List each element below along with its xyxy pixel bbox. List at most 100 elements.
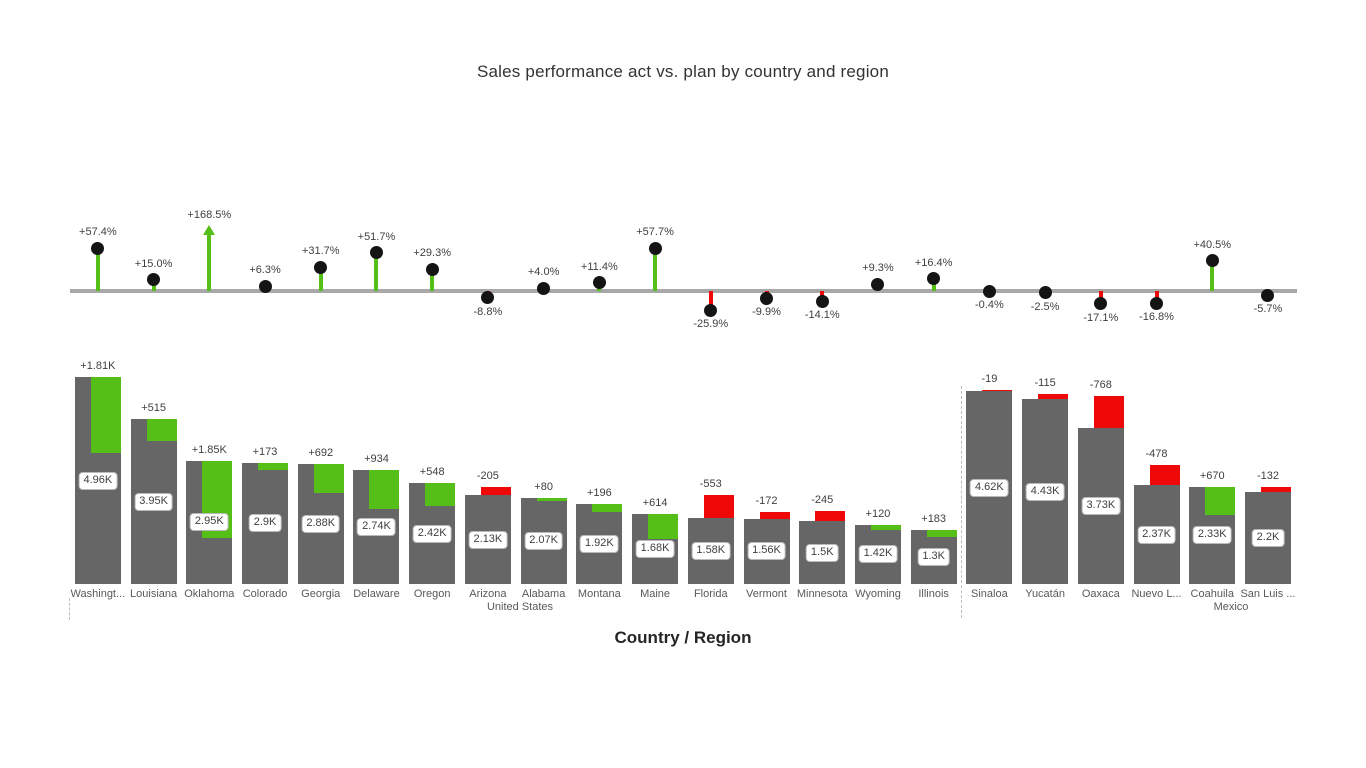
pin-stem (653, 248, 658, 291)
category-label: Oaxaca (1081, 588, 1120, 600)
variance-overlay-negative[interactable] (480, 486, 511, 496)
variance-overlay-positive[interactable] (926, 529, 957, 538)
bar-value-label: 2.9K (248, 514, 282, 533)
pin-head[interactable] (314, 260, 328, 274)
x-axis-title: Country / Region (614, 628, 752, 647)
pin-pct-label: +11.4% (580, 260, 618, 273)
variance-overlay-positive[interactable] (369, 469, 400, 509)
bar-variance-label: -172 (755, 494, 778, 507)
bar-variance-label: +196 (586, 486, 612, 499)
pin-pct-label: +9.3% (862, 262, 894, 275)
pin-pct-label: +4.0% (527, 266, 560, 279)
pin-head[interactable] (760, 291, 773, 305)
variance-overlay-negative[interactable] (1093, 396, 1124, 429)
category-label: Sinaloa (971, 588, 1008, 600)
pin-stem (430, 269, 435, 291)
pin-head[interactable] (592, 276, 606, 290)
pin-head[interactable] (927, 272, 941, 286)
category-label: Arizona (469, 588, 507, 600)
variance-overlay-negative[interactable] (759, 511, 790, 519)
category-label: Georgia (301, 588, 341, 600)
category-label: Oklahoma (184, 588, 235, 600)
pin-pct-label: +6.3% (249, 264, 281, 277)
pin-pct-label: +57.4% (79, 226, 117, 239)
variance-overlay-positive[interactable] (90, 377, 121, 453)
bar-value-label: 2.13K (468, 530, 508, 549)
pin-head[interactable] (91, 241, 105, 255)
variance-overlay-positive[interactable] (313, 463, 344, 493)
variance-overlay-positive[interactable] (146, 419, 177, 441)
pin-pct-label: -17.1% (1083, 311, 1119, 324)
bar-variance-label: +1.81K (80, 360, 116, 372)
bar-value-label: 1.56K (747, 542, 786, 561)
bar-variance-label: +515 (141, 402, 166, 415)
pin-pct-label: +57.7% (636, 226, 674, 239)
variance-overlay-negative[interactable] (815, 511, 846, 522)
pin-head[interactable] (537, 281, 551, 295)
pin-head[interactable] (648, 241, 662, 255)
variance-overlay-negative[interactable] (1260, 486, 1291, 493)
variance-overlay-negative[interactable] (1149, 465, 1180, 486)
bar-variance-label: -115 (1034, 377, 1056, 390)
variance-overlay-negative[interactable] (703, 494, 734, 519)
pin-pct-label: -5.7% (1253, 303, 1283, 316)
pin-pct-label: +31.7% (301, 245, 340, 258)
pin-head[interactable] (1094, 297, 1108, 311)
pin-head[interactable] (369, 246, 383, 260)
pin-head[interactable] (425, 262, 439, 276)
pin-stem (1210, 260, 1215, 291)
bar-value-label: 4.96K (78, 471, 118, 490)
pin-stem (708, 291, 713, 311)
variance-overlay-positive[interactable] (870, 524, 901, 530)
pin-head[interactable] (1205, 254, 1219, 268)
pin-head[interactable] (1261, 288, 1275, 302)
category-label: Washingt... (70, 588, 126, 600)
pin-head[interactable] (982, 284, 996, 298)
variance-overlay-positive[interactable] (536, 497, 567, 501)
pin-head[interactable] (258, 279, 272, 293)
category-label: Colorado (242, 588, 288, 600)
pin-head[interactable] (1150, 296, 1164, 310)
bar-value-label: 3.95K (134, 492, 173, 511)
bar-value-label: 1.42K (858, 545, 898, 564)
variance-overlay-positive[interactable] (258, 462, 289, 471)
pin-pct-label: -0.4% (975, 299, 1004, 312)
bar-value-label: 1.58K (691, 542, 731, 561)
bar-value-label: 2.07K (524, 531, 563, 550)
category-label: Minnesota (796, 588, 848, 600)
bar-value-label: 1.92K (579, 534, 619, 553)
bar-value-label: 2.74K (357, 517, 396, 536)
pin-pct-label: +15.0% (134, 257, 173, 270)
variance-overlay-positive[interactable] (425, 483, 456, 506)
pin-head[interactable] (481, 291, 495, 305)
pin-stem (95, 248, 100, 291)
category-label: Maine (640, 588, 671, 600)
category-label: Florida (693, 588, 728, 600)
pin-head[interactable] (815, 294, 829, 308)
bar-variance-label: +934 (364, 452, 389, 465)
pin-arrow-up-icon[interactable] (203, 225, 216, 235)
category-label: Illinois (918, 588, 949, 600)
bar-value-label: 4.43K (1025, 482, 1065, 501)
pin-stem (374, 252, 379, 291)
variance-overlay-negative[interactable] (982, 390, 1013, 392)
category-label: Wyoming (855, 588, 901, 600)
category-label: Vermont (746, 588, 787, 600)
pin-head[interactable] (1038, 286, 1052, 300)
pin-head[interactable] (871, 277, 885, 291)
variance-overlay-negative[interactable] (1038, 394, 1069, 400)
bar-variance-label: -768 (1089, 379, 1112, 392)
bar-variance-label: +120 (865, 507, 891, 520)
bar-variance-label: +173 (252, 445, 278, 458)
bar-variance-label: +670 (1199, 469, 1225, 482)
variance-overlay-positive[interactable] (1205, 486, 1236, 515)
variance-overlay-positive[interactable] (648, 513, 679, 540)
pin-stem (207, 234, 212, 291)
variance-overlay-positive[interactable] (592, 503, 623, 513)
category-label: San Luis ... (1240, 588, 1296, 600)
pin-head[interactable] (704, 303, 718, 317)
category-label: Montana (577, 588, 621, 600)
bar-value-label: 2.88K (301, 514, 341, 533)
pin-head[interactable] (147, 273, 161, 287)
